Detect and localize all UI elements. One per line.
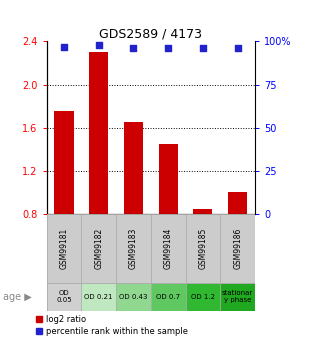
Text: age ▶: age ▶ — [3, 292, 32, 302]
Text: GSM99184: GSM99184 — [164, 228, 173, 269]
Text: OD 0.7: OD 0.7 — [156, 294, 180, 300]
Text: OD 0.21: OD 0.21 — [85, 294, 113, 300]
Title: GDS2589 / 4173: GDS2589 / 4173 — [99, 27, 202, 40]
Bar — [116, 283, 151, 310]
Point — [166, 46, 171, 51]
Bar — [124, 122, 143, 214]
Bar — [228, 193, 247, 214]
Bar — [89, 52, 108, 214]
Text: OD
0.05: OD 0.05 — [56, 290, 72, 303]
Point — [131, 46, 136, 51]
Bar — [220, 283, 255, 310]
Bar — [47, 214, 81, 283]
Bar — [186, 283, 220, 310]
Text: GSM99186: GSM99186 — [233, 228, 242, 269]
Bar — [186, 214, 220, 283]
Bar — [151, 283, 186, 310]
Text: GSM99182: GSM99182 — [94, 228, 103, 269]
Bar — [151, 214, 186, 283]
Point — [62, 44, 67, 49]
Point — [96, 42, 101, 48]
Bar — [220, 214, 255, 283]
Bar — [47, 283, 81, 310]
Text: GSM99185: GSM99185 — [198, 228, 207, 269]
Text: GSM99181: GSM99181 — [59, 228, 68, 269]
Bar — [159, 144, 178, 214]
Text: stationar
y phase: stationar y phase — [222, 290, 253, 303]
Text: GSM99183: GSM99183 — [129, 228, 138, 269]
Legend: log2 ratio, percentile rank within the sample: log2 ratio, percentile rank within the s… — [35, 315, 189, 337]
Bar — [193, 208, 212, 214]
Bar — [116, 214, 151, 283]
Point — [235, 46, 240, 51]
Text: OD 1.2: OD 1.2 — [191, 294, 215, 300]
Bar — [81, 283, 116, 310]
Text: OD 0.43: OD 0.43 — [119, 294, 148, 300]
Bar — [54, 111, 74, 214]
Point — [200, 46, 205, 51]
Bar — [81, 214, 116, 283]
